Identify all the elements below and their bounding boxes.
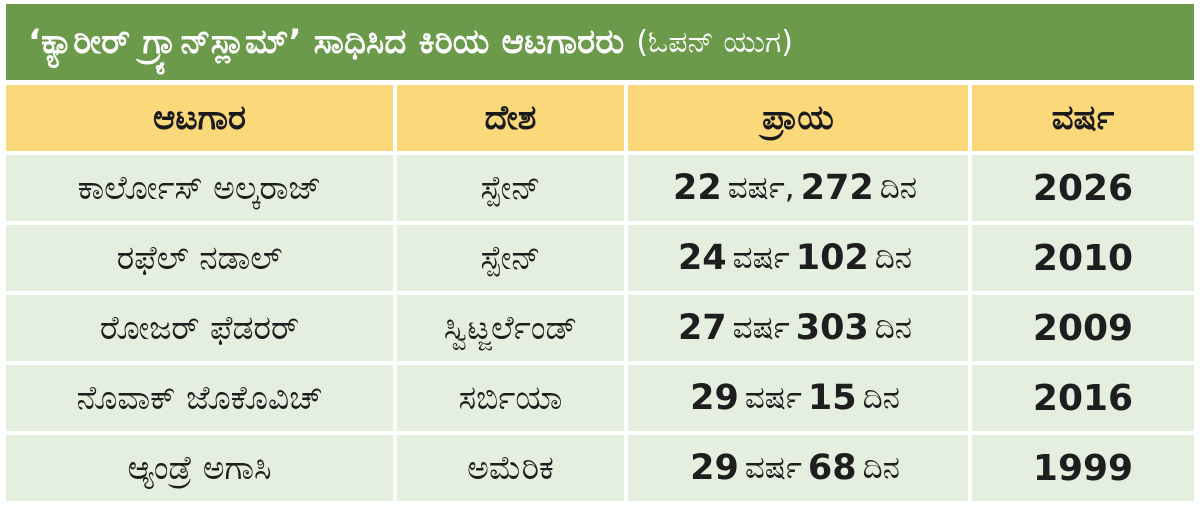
cell-year: 1999 <box>972 435 1194 501</box>
title-bar: ‘ಕ್ಯಾರೀರ್ ಗ್ರ್ಯಾನ್‌ಸ್ಲಾಮ್’ ಸಾಧಿಸಿದ ಕಿರಿಯ… <box>6 4 1194 80</box>
age-years: 27 <box>677 308 727 348</box>
age-years: 22 <box>673 168 722 208</box>
days-unit: ದಿನ <box>874 309 913 346</box>
cell-year: 2009 <box>972 295 1194 361</box>
records-table: ಆಟಗಾರ ದೇಶ ಪ್ರಾಯ ವರ್ಷ ಕಾರ್ಲೋಸ್ ಅಲ್ಕರಾಜ್ ಸ… <box>6 85 1194 503</box>
cell-player: ರಫೆಲ್ ನಡಾಲ್ <box>6 225 393 291</box>
cell-player: ಆ್ಯಂಡ್ರೆ ಅಗಾಸಿ <box>6 435 393 501</box>
cell-age: 29 ವರ್ಷ 15 ದಿನ <box>628 365 968 431</box>
age-days: 303 <box>795 308 869 348</box>
cell-age: 29 ವರ್ಷ 68 ದಿನ <box>628 435 968 501</box>
years-unit: ವರ್ಷ <box>732 309 790 346</box>
page-subtitle: (ಓಪನ್ ಯುಗ) <box>636 24 793 60</box>
age-days: 272 <box>800 168 874 208</box>
page-title: ‘ಕ್ಯಾರೀರ್ ಗ್ರ್ಯಾನ್‌ಸ್ಲಾಮ್’ ಸಾಧಿಸಿದ ಕಿರಿಯ… <box>28 22 625 62</box>
header-country: ದೇಶ <box>397 85 624 151</box>
cell-year: 2016 <box>972 365 1194 431</box>
age-years: 29 <box>690 448 739 488</box>
cell-country: ಅಮೆರಿಕ <box>397 435 624 501</box>
header-year: ವರ್ಷ <box>972 85 1194 151</box>
years-unit: ವರ್ಷ <box>744 449 802 486</box>
years-unit: ವರ್ಷ <box>732 239 790 276</box>
cell-country: ಸ್ಪೇನ್ <box>397 155 624 221</box>
cell-country: ಸ್ವಿಟ್ಜರ್ಲೆಂಡ್ <box>397 295 624 361</box>
age-years: 29 <box>690 378 739 418</box>
days-unit: ದಿನ <box>862 379 900 416</box>
cell-player: ನೊವಾಕ್ ಜೊಕೊವಿಚ್ <box>6 365 393 431</box>
age-years: 24 <box>677 238 727 278</box>
header-player: ಆಟಗಾರ <box>6 85 393 151</box>
years-unit: ವರ್ಷ, <box>727 169 795 206</box>
cell-country: ಸರ್ಬಿಯಾ <box>397 365 624 431</box>
age-days: 15 <box>807 378 857 418</box>
cell-age: 27 ವರ್ಷ 303 ದಿನ <box>628 295 968 361</box>
age-days: 68 <box>807 448 857 488</box>
cell-player: ಕಾರ್ಲೋಸ್ ಅಲ್ಕರಾಜ್ <box>6 155 393 221</box>
days-unit: ದಿನ <box>862 449 900 486</box>
cell-year: 2026 <box>972 155 1194 221</box>
days-unit: ದಿನ <box>874 239 913 276</box>
years-unit: ವರ್ಷ <box>744 379 802 416</box>
cell-age: 24 ವರ್ಷ 102 ದಿನ <box>628 225 968 291</box>
header-age: ಪ್ರಾಯ <box>628 85 968 151</box>
age-days: 102 <box>795 238 869 278</box>
cell-age: 22 ವರ್ಷ, 272 ದಿನ <box>628 155 968 221</box>
cell-country: ಸ್ಪೇನ್ <box>397 225 624 291</box>
days-unit: ದಿನ <box>879 169 917 206</box>
cell-player: ರೋಜರ್ ಫೆಡರರ್ <box>6 295 393 361</box>
cell-year: 2010 <box>972 225 1194 291</box>
